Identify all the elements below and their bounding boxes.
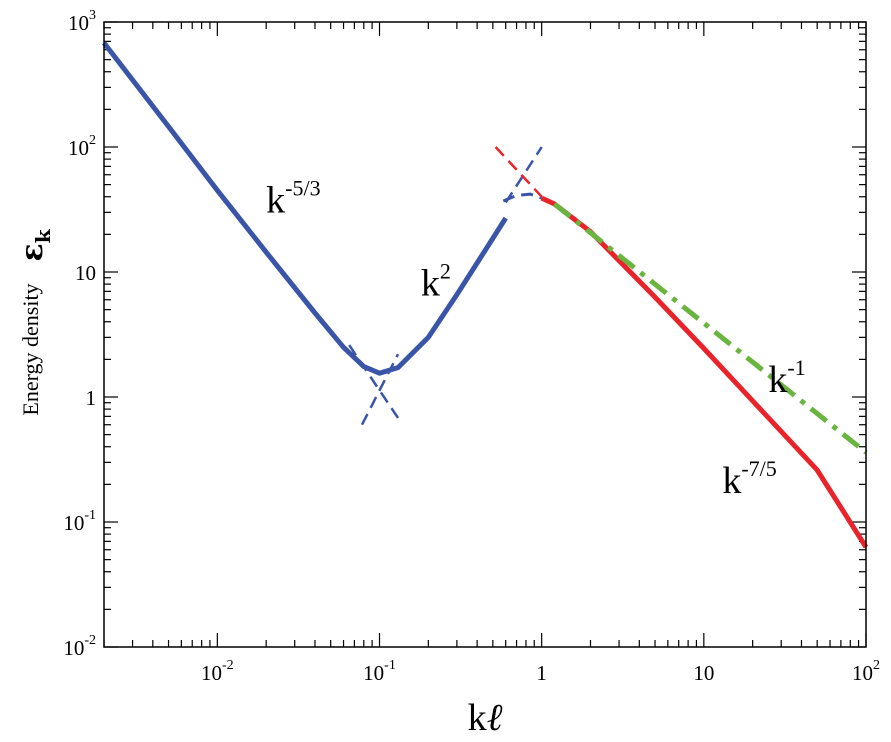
x-tick-label: 1 xyxy=(536,661,547,685)
x-axis-label-k: k xyxy=(468,697,487,739)
slope-annotations: k-5/3 k2 k-1 k-7/5 xyxy=(266,175,806,502)
y-tick-label: 1 xyxy=(86,386,97,410)
tick-labels: 10-2 10-1 1 10 102 10-2 10-1 1 10 102 103 xyxy=(63,8,880,685)
series-line-2 xyxy=(540,195,869,549)
slope-annotation: k-5/3 xyxy=(266,175,320,221)
series-line-5 xyxy=(360,353,400,426)
x-tick-label: 10 xyxy=(693,661,714,685)
series-lines xyxy=(102,41,869,549)
plot-frame xyxy=(103,21,867,648)
y-tick-label: 10-2 xyxy=(63,633,96,660)
y-tick-label: 10-1 xyxy=(63,508,96,535)
slope-annotation: k2 xyxy=(421,258,451,304)
y-tick-label: 10 xyxy=(75,261,96,285)
x-tick-label: 10-1 xyxy=(363,658,396,685)
series-line-0 xyxy=(102,41,508,376)
x-tick-label: 10-2 xyxy=(201,658,234,685)
y-axis-label-text: Energy density xyxy=(18,283,43,415)
slope-annotation: k-1 xyxy=(768,355,805,401)
y-axis-label-symbol: εk xyxy=(15,228,55,261)
x-axis-label: kℓ xyxy=(468,697,503,739)
y-tick-label: 103 xyxy=(68,8,96,35)
series-line-6 xyxy=(504,146,543,204)
y-axis-label: Energy density εk xyxy=(15,228,55,415)
x-tick-label: 102 xyxy=(852,658,880,685)
series-line-7 xyxy=(494,146,543,198)
y-tick-label: 102 xyxy=(68,133,96,160)
tick-marks xyxy=(103,21,867,648)
slope-annotation: k-7/5 xyxy=(722,456,776,502)
series-line-3 xyxy=(552,202,868,455)
x-axis-label-ell: ℓ xyxy=(487,697,503,739)
series-line-4 xyxy=(348,344,400,419)
